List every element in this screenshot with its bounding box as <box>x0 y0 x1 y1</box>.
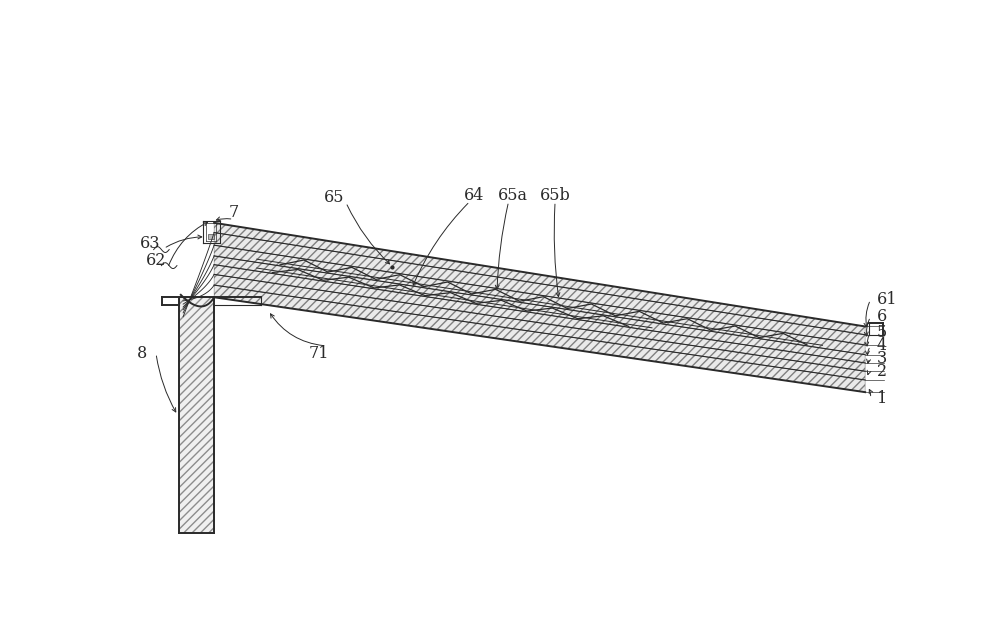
Text: 3: 3 <box>877 349 887 367</box>
Text: 8: 8 <box>137 344 147 362</box>
Text: 5: 5 <box>877 324 887 341</box>
Polygon shape <box>214 274 865 380</box>
Polygon shape <box>214 245 865 355</box>
Text: 64: 64 <box>464 186 484 204</box>
Polygon shape <box>214 233 865 345</box>
Text: 4: 4 <box>877 337 887 355</box>
Text: 1: 1 <box>877 390 887 407</box>
Polygon shape <box>214 256 865 363</box>
Text: 65b: 65b <box>540 186 570 204</box>
Text: 65a: 65a <box>498 186 528 204</box>
Text: 7: 7 <box>228 204 239 221</box>
Text: 63: 63 <box>140 235 160 252</box>
Polygon shape <box>214 285 865 392</box>
Text: 6: 6 <box>877 308 887 325</box>
Polygon shape <box>179 297 214 533</box>
Text: 61: 61 <box>877 291 897 308</box>
Bar <box>208 234 214 239</box>
Text: 2: 2 <box>877 363 887 380</box>
Text: 65: 65 <box>324 189 344 206</box>
Polygon shape <box>214 223 865 335</box>
Text: 71: 71 <box>308 344 329 362</box>
Polygon shape <box>214 265 865 371</box>
Text: 62: 62 <box>146 252 166 269</box>
